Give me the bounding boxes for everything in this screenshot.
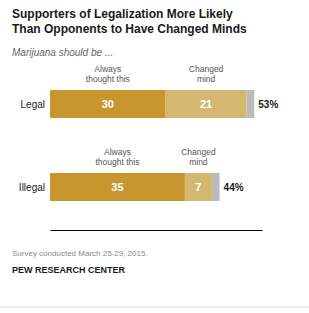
text-line: mind <box>197 74 216 84</box>
category-label: Legal <box>21 99 45 110</box>
bar <box>166 90 247 118</box>
bar <box>185 173 212 201</box>
x-axis <box>51 230 263 231</box>
segment-header: Changedmind <box>189 64 224 84</box>
text-line: Than Opponents to Have Changed Minds <box>12 22 247 36</box>
title: Supporters of Legalization More LikelyTh… <box>12 7 247 36</box>
text-line: thought this <box>86 74 130 84</box>
text-line: mind <box>189 157 208 167</box>
text-line: Always <box>94 64 121 74</box>
total-label: 44% <box>224 182 244 193</box>
segment-header: Alwaysthought this <box>86 64 130 84</box>
chart: Supporters of Legalization More LikelyTh… <box>0 0 309 313</box>
total-label: 53% <box>258 99 278 110</box>
text-line: Always <box>104 147 131 157</box>
text-line: Supporters of Legalization More Likely <box>12 7 233 21</box>
category-label: Illegal <box>19 182 45 193</box>
text-line: Changed <box>181 147 216 157</box>
annotation: Survey conducted March 25-29, 2015. <box>12 249 148 258</box>
border <box>0 307 309 308</box>
bar <box>50 173 185 201</box>
data-label: 30 <box>102 98 114 110</box>
bar <box>212 173 220 201</box>
bar <box>50 90 166 118</box>
bar <box>247 90 255 118</box>
subtitle: Marijuana should be ... <box>12 47 113 58</box>
annotation: PEW RESEARCH CENTER <box>12 265 126 275</box>
bars <box>50 90 254 201</box>
text-line: thought this <box>95 157 139 167</box>
segment-header: Changedmind <box>181 147 216 167</box>
segment-header: Alwaysthought this <box>95 147 139 167</box>
data-label: 7 <box>195 181 201 193</box>
text-line: Changed <box>189 64 224 74</box>
data-label: 35 <box>111 181 123 193</box>
data-label: 21 <box>200 98 212 110</box>
x-axis-line <box>51 230 263 231</box>
labels: 30Alwaysthought this35Alwaysthought this… <box>19 64 279 193</box>
